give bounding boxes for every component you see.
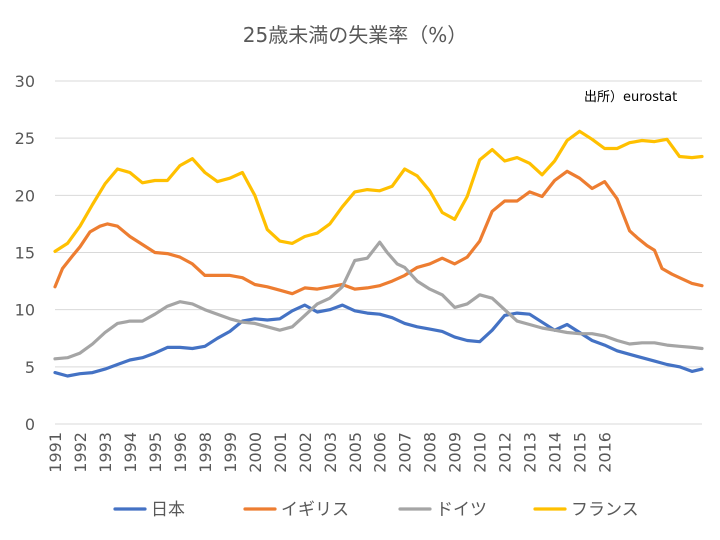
legend-entry: 日本: [151, 500, 185, 520]
series-line-1: [53, 169, 704, 296]
x-tick-label: 2015: [571, 432, 590, 473]
x-tick-label: 1998: [196, 432, 215, 473]
x-tick-label: 2002: [296, 432, 315, 473]
x-tick-label: 1999: [221, 432, 240, 473]
y-tick-label: 20: [15, 186, 35, 205]
y-tick-label: 25: [15, 129, 35, 148]
x-tick-label: 2005: [346, 432, 365, 473]
x-tick-label: 2001: [271, 432, 290, 473]
gridlines: [55, 80, 702, 368]
x-tick-label: 2014: [546, 432, 565, 473]
x-tick-label: 2016: [596, 432, 615, 473]
x-tick-label: 2003: [321, 432, 340, 473]
x-tick-label: 2009: [446, 432, 465, 473]
y-tick-label: 10: [15, 301, 35, 320]
legend-entry: イギリス: [281, 500, 349, 520]
x-tick-label: 2012: [496, 432, 515, 473]
y-tick-label: 30: [15, 72, 35, 91]
source-annotation: 出所）eurostat: [584, 90, 677, 105]
x-tick-label: 2007: [396, 432, 415, 473]
x-tick-label: 1993: [96, 432, 115, 473]
series-line-3: [53, 129, 704, 253]
x-tick-label: 2010: [471, 432, 490, 473]
chart-title: 25歳未満の失業率（%）: [243, 23, 467, 47]
x-tick-label: 1994: [121, 432, 140, 473]
legend: 日本 イギリス ドイツ フランス: [113, 500, 639, 520]
legend-entry: ドイツ: [436, 500, 487, 520]
x-tick-label: 2013: [521, 432, 540, 473]
series-lines: [53, 129, 704, 378]
y-axis-ticks: 0 5 10 15 20 25 30: [15, 72, 35, 434]
y-tick-label: 0: [25, 415, 35, 434]
x-tick-label: 2008: [421, 432, 440, 473]
x-tick-label: 1995: [146, 432, 165, 473]
x-tick-label: 2006: [371, 432, 390, 473]
x-tick-label: 1996: [171, 432, 190, 473]
y-tick-label: 15: [15, 244, 35, 263]
y-tick-label: 5: [25, 358, 35, 377]
series-line-2: [53, 240, 704, 361]
x-axis-ticks: 1991 1992 1993 1994 1995 1996 1998 1999 2000 2001…: [46, 432, 615, 473]
series-line-0: [53, 303, 704, 378]
x-tick-label: 1991: [46, 432, 65, 473]
x-tick-label: 1992: [71, 432, 90, 473]
legend-entry: フランス: [571, 500, 639, 520]
x-tick-label: 2000: [246, 432, 265, 473]
